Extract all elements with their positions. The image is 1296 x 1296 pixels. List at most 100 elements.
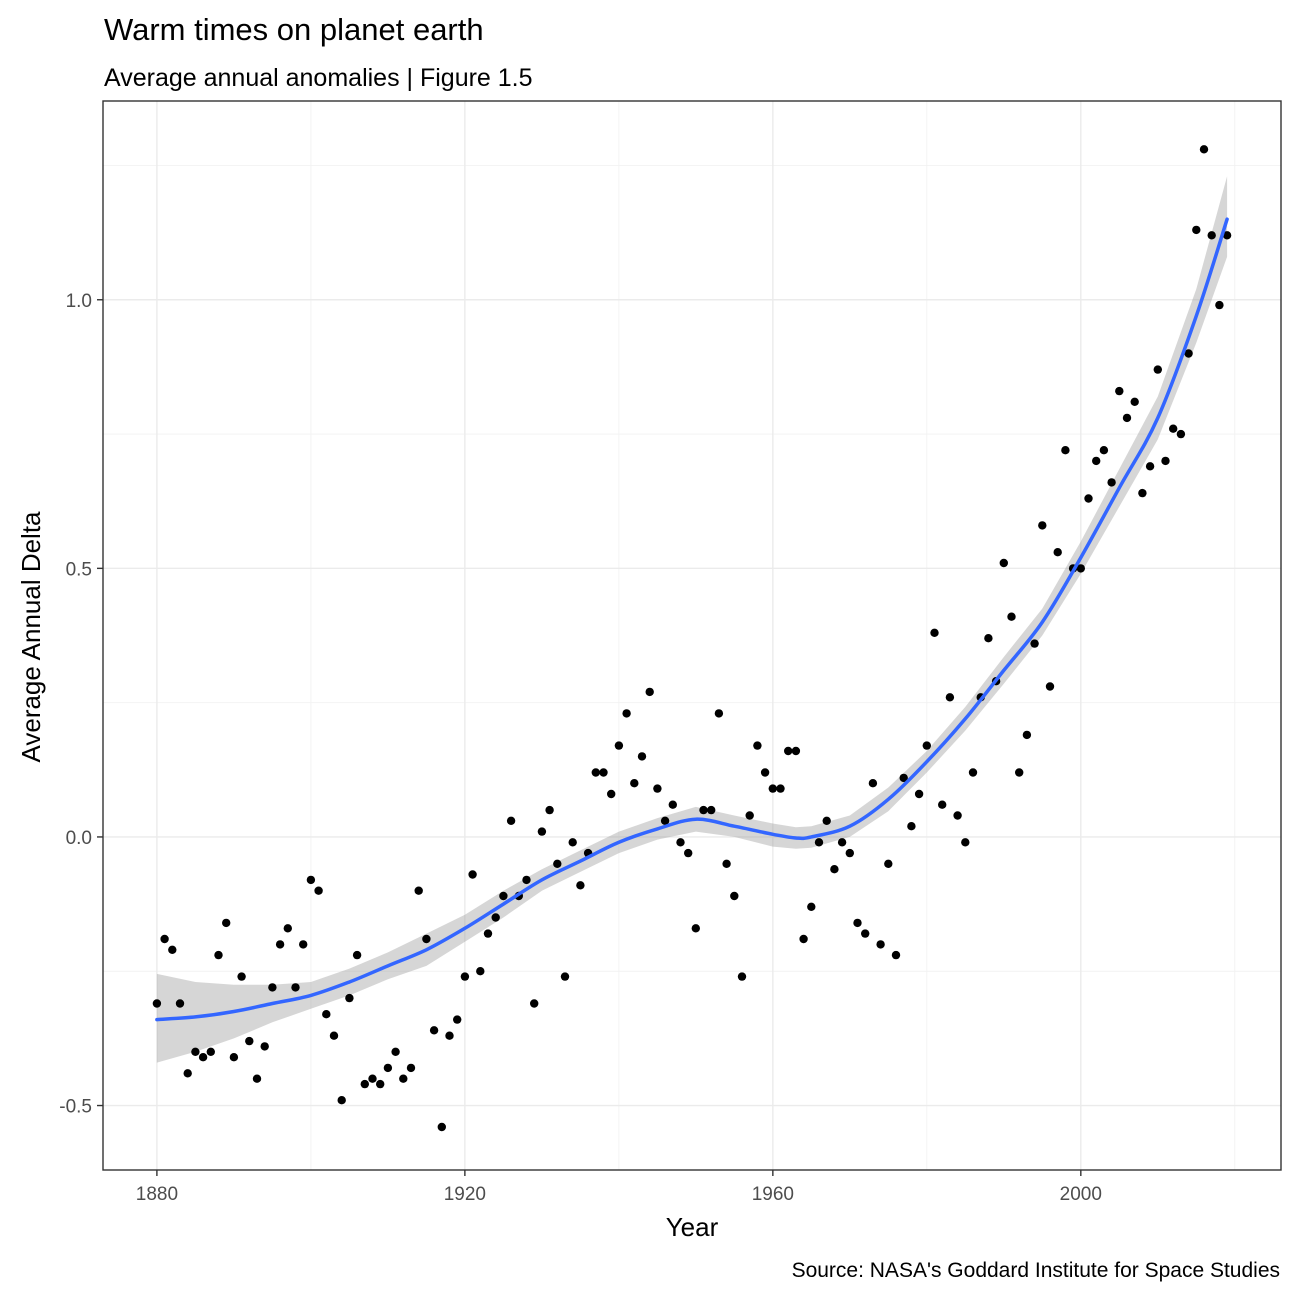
data-point <box>684 848 693 858</box>
data-point <box>1084 494 1093 503</box>
data-point <box>376 1079 385 1089</box>
data-point <box>1199 145 1209 154</box>
data-point <box>1107 478 1116 487</box>
data-point <box>345 993 354 1003</box>
data-point <box>768 784 777 793</box>
data-point <box>530 999 539 1008</box>
data-point <box>291 983 300 992</box>
data-point <box>822 816 831 825</box>
data-point <box>791 746 801 756</box>
data-point <box>737 972 747 981</box>
data-point <box>429 1026 439 1035</box>
data-point <box>299 940 308 949</box>
data-point <box>314 886 323 895</box>
data-point <box>591 768 600 777</box>
data-point <box>1153 365 1163 374</box>
data-point <box>368 1074 377 1083</box>
data-point <box>830 865 839 874</box>
data-point <box>938 800 947 809</box>
data-point <box>198 1053 208 1062</box>
data-point <box>283 924 292 933</box>
data-point <box>460 972 470 981</box>
data-point <box>691 924 700 933</box>
data-point <box>668 800 677 809</box>
chart-subtitle: Average annual anomalies | Figure 1.5 <box>104 64 533 92</box>
data-point <box>968 768 978 777</box>
data-point <box>506 816 516 825</box>
data-point <box>560 972 570 981</box>
smooth-trend-line <box>155 217 1229 1022</box>
data-point <box>491 913 500 922</box>
data-point <box>660 816 670 825</box>
data-point <box>576 881 585 890</box>
data-points <box>152 145 1232 1132</box>
data-point <box>268 983 277 992</box>
data-point <box>868 779 878 788</box>
x-tick-label: 2000 <box>1060 1184 1102 1205</box>
data-point <box>414 886 423 895</box>
data-point <box>607 789 616 799</box>
data-point <box>183 1069 192 1078</box>
data-point <box>637 752 647 761</box>
data-point <box>599 768 608 777</box>
data-point <box>1015 768 1024 777</box>
data-point <box>699 805 708 815</box>
data-point <box>1092 456 1101 466</box>
x-tick-label: 1880 <box>136 1184 178 1205</box>
data-point <box>645 687 654 697</box>
x-tick-label: 1920 <box>444 1184 486 1205</box>
data-point <box>1192 225 1201 235</box>
data-point <box>837 838 847 847</box>
x-axis-title: Year <box>666 1212 719 1242</box>
data-point <box>891 950 901 960</box>
y-tick-label: 0.5 <box>66 559 92 580</box>
data-point <box>275 940 285 949</box>
data-point <box>784 746 793 756</box>
data-point <box>745 811 754 820</box>
data-point <box>707 805 716 815</box>
data-point <box>406 1063 416 1073</box>
data-point <box>445 1031 454 1040</box>
data-point <box>776 784 785 793</box>
data-point <box>714 709 724 718</box>
data-point <box>306 875 316 885</box>
data-point <box>383 1063 393 1073</box>
minor-gridlines <box>103 101 1281 1170</box>
data-point <box>553 859 562 868</box>
data-point <box>1115 386 1124 396</box>
data-point <box>999 558 1008 568</box>
data-point <box>807 902 816 911</box>
data-point <box>622 709 631 718</box>
data-point <box>160 934 169 944</box>
data-point <box>522 875 531 885</box>
data-point <box>399 1074 408 1083</box>
chart-title: Warm times on planet earth <box>104 12 484 47</box>
data-point <box>760 768 770 777</box>
data-point <box>876 940 885 949</box>
data-point <box>468 870 477 879</box>
data-point <box>1130 397 1139 406</box>
x-tick-label: 1960 <box>752 1184 794 1205</box>
data-point <box>676 838 685 847</box>
data-point <box>483 929 493 938</box>
data-point <box>175 999 185 1008</box>
data-point <box>237 972 246 981</box>
data-point <box>545 805 554 815</box>
data-point <box>391 1047 400 1057</box>
data-point <box>476 967 485 976</box>
data-point <box>730 891 739 901</box>
chart-caption: Source: NASA's Goddard Institute for Spa… <box>792 1259 1280 1282</box>
y-tick-label: -0.5 <box>59 1097 92 1118</box>
data-point <box>1053 548 1062 557</box>
data-point <box>861 929 870 938</box>
data-point <box>252 1074 262 1083</box>
data-point <box>191 1047 200 1057</box>
data-point <box>352 950 362 960</box>
data-point <box>614 741 624 750</box>
data-point <box>1030 639 1039 648</box>
data-point <box>568 838 577 847</box>
data-point <box>845 848 854 858</box>
data-point <box>322 1010 331 1019</box>
data-point <box>1061 446 1070 455</box>
data-point <box>953 811 962 820</box>
